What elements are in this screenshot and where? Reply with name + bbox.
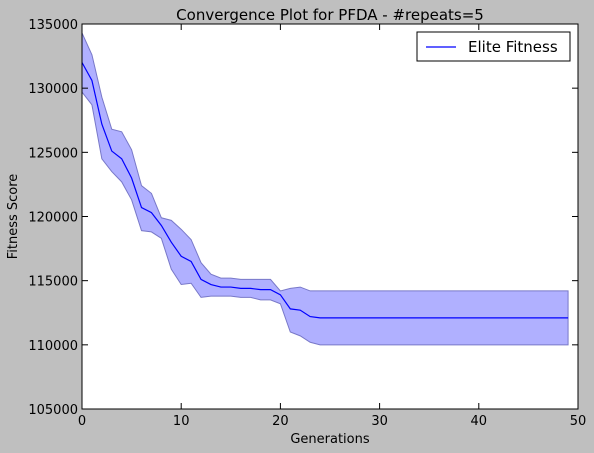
y-tick-label: 125000 — [28, 146, 78, 161]
x-tick-label: 20 — [272, 414, 289, 429]
x-tick-label: 40 — [471, 414, 488, 429]
x-axis-label: Generations — [290, 432, 370, 447]
chart-title: Convergence Plot for PFDA - #repeats=5 — [176, 6, 484, 24]
y-tick-label: 115000 — [28, 275, 78, 290]
y-axis-label: Fitness Score — [6, 174, 21, 260]
legend-label-elite-fitness: Elite Fitness — [468, 38, 558, 56]
legend: Elite Fitness — [416, 31, 571, 62]
confidence-band — [81, 32, 569, 346]
series-line-elite-fitness — [81, 62, 569, 319]
y-tick-label: 135000 — [28, 18, 78, 33]
y-tick-label: 120000 — [28, 211, 78, 226]
x-tick-label: 0 — [78, 414, 86, 429]
x-tick-label: 10 — [173, 414, 190, 429]
y-tick-label: 110000 — [28, 339, 78, 354]
x-tick-label: 50 — [570, 414, 587, 429]
y-tick-label: 130000 — [28, 82, 78, 97]
x-tick-label: 30 — [371, 414, 388, 429]
y-tick-label: 105000 — [28, 403, 78, 418]
